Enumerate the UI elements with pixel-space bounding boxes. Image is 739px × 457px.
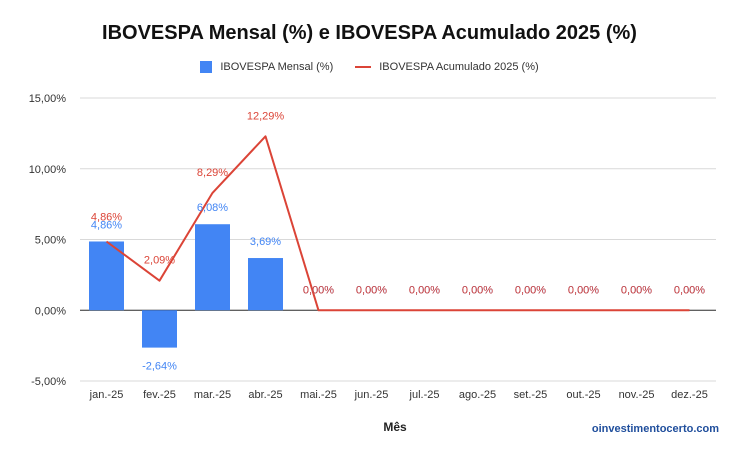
line-data-label: 0,00% bbox=[356, 284, 387, 296]
legend-label-mensal: IBOVESPA Mensal (%) bbox=[220, 61, 334, 73]
bar bbox=[248, 258, 283, 311]
bar-data-label: 3,69% bbox=[250, 236, 281, 248]
x-tick-label: mar.-25 bbox=[194, 389, 231, 401]
bar-data-label: 4,86% bbox=[91, 219, 122, 231]
line-data-label: 0,00% bbox=[621, 284, 652, 296]
x-tick-label: jul.-25 bbox=[409, 389, 440, 401]
bar bbox=[195, 224, 230, 311]
line-data-label: 0,00% bbox=[303, 284, 334, 296]
bar-data-label: 0,00% bbox=[409, 284, 440, 296]
legend-item-acumulado: IBOVESPA Acumulado 2025 (%) bbox=[355, 61, 539, 73]
legend-swatch-bar bbox=[200, 61, 213, 73]
bar bbox=[89, 241, 124, 311]
y-tick-label: 5,00% bbox=[35, 235, 66, 247]
chart-title: IBOVESPA Mensal (%) e IBOVESPA Acumulado… bbox=[102, 22, 637, 44]
y-tick-label: 0,00% bbox=[35, 305, 66, 317]
x-tick-label: mai.-25 bbox=[300, 389, 337, 401]
bar-data-label: 0,00% bbox=[674, 284, 705, 296]
x-tick-label: abr.-25 bbox=[248, 389, 282, 401]
y-tick-label: 10,00% bbox=[29, 164, 67, 176]
bar-data-label: 0,00% bbox=[303, 284, 334, 296]
line-data-label: 0,00% bbox=[462, 284, 493, 296]
bar-data-label: 0,00% bbox=[568, 284, 599, 296]
line-data-label: 0,00% bbox=[515, 284, 546, 296]
bar-data-label: 0,00% bbox=[356, 284, 387, 296]
x-tick-label: jan.-25 bbox=[89, 389, 124, 401]
y-tick-label: -5,00% bbox=[31, 376, 66, 388]
x-axis-label: Mês bbox=[383, 420, 407, 434]
legend-label-acumulado: IBOVESPA Acumulado 2025 (%) bbox=[379, 61, 539, 73]
bar-data-label: 0,00% bbox=[462, 284, 493, 296]
line-data-label: 4,86% bbox=[91, 211, 122, 223]
bar-data-label: 0,00% bbox=[515, 284, 546, 296]
line-data-label: 0,00% bbox=[409, 284, 440, 296]
x-tick-label: out.-25 bbox=[566, 389, 600, 401]
x-tick-label: set.-25 bbox=[514, 389, 548, 401]
bar-data-label: -2,64% bbox=[142, 361, 177, 373]
y-tick-label: 15,00% bbox=[29, 93, 67, 105]
line-data-label: 0,00% bbox=[568, 284, 599, 296]
line-data-label: 12,29% bbox=[247, 110, 285, 122]
x-tick-label: dez.-25 bbox=[671, 389, 708, 401]
bar bbox=[142, 310, 177, 348]
bar-data-label: 0,00% bbox=[621, 284, 652, 296]
legend-swatch-line bbox=[355, 66, 372, 68]
x-tick-label: fev.-25 bbox=[143, 389, 176, 401]
x-tick-label: ago.-25 bbox=[459, 389, 496, 401]
x-tick-label: nov.-25 bbox=[619, 389, 655, 401]
legend-item-mensal: IBOVESPA Mensal (%) bbox=[200, 61, 333, 73]
x-tick-label: jun.-25 bbox=[354, 389, 389, 401]
chart-legend: IBOVESPA Mensal (%) IBOVESPA Acumulado 2… bbox=[0, 61, 739, 73]
line-data-label: 2,09% bbox=[144, 255, 175, 267]
line-data-label: 0,00% bbox=[674, 284, 705, 296]
line-data-label: 8,29% bbox=[197, 167, 228, 179]
bar-data-label: 6,08% bbox=[197, 202, 228, 214]
line-series-acumulado bbox=[105, 135, 690, 312]
watermark-text: oinvestimentocerto.com bbox=[591, 423, 719, 435]
